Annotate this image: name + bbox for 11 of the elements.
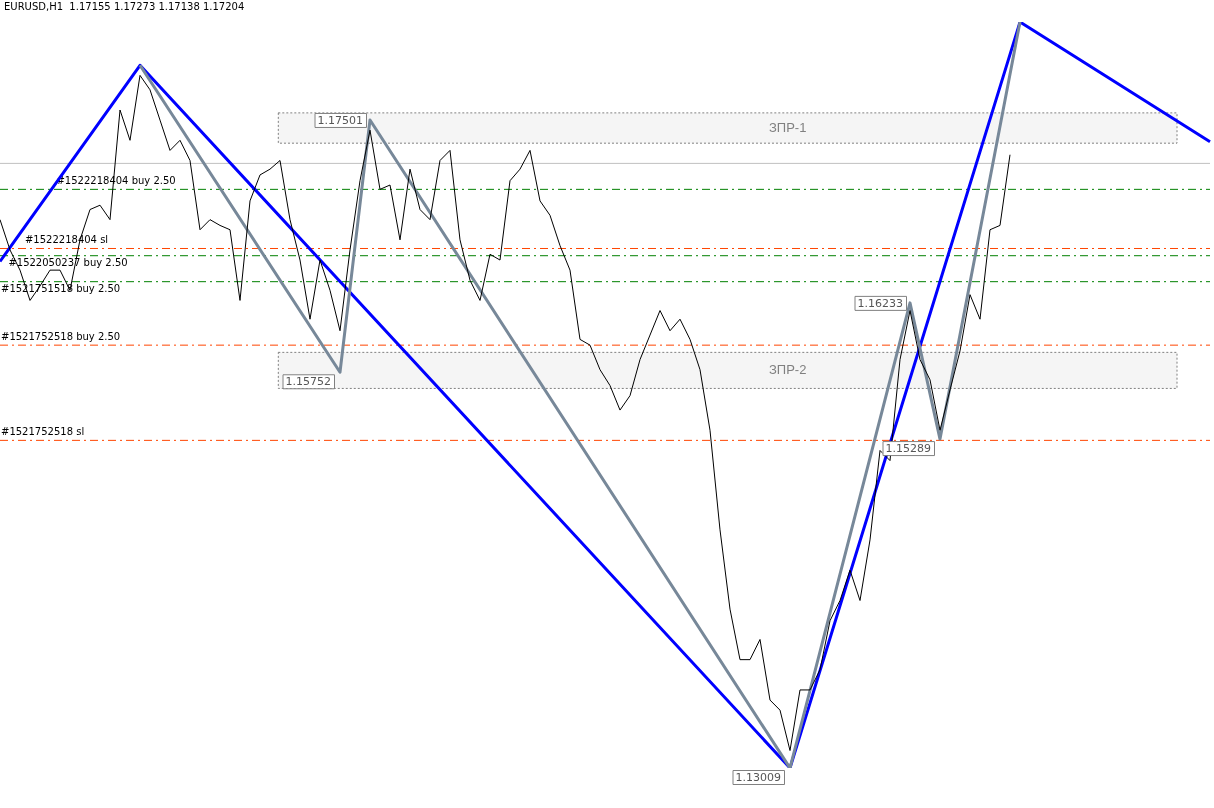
data-label: 1.16233 bbox=[857, 296, 904, 310]
band-label: ЗПР-2 bbox=[768, 361, 807, 377]
data-label: 1.17501 bbox=[317, 113, 364, 127]
data-label: 1.13009 bbox=[735, 770, 782, 784]
ref-line-label: #1522218404 sl bbox=[24, 234, 109, 246]
band-label: ЗПР-1 bbox=[768, 119, 807, 135]
data-label: 1.15289 bbox=[885, 441, 932, 455]
chart-title: EURUSD,H1 1.17155 1.17273 1.17138 1.17204 bbox=[4, 0, 245, 12]
ref-line-label: #1521752518 sl bbox=[1, 425, 85, 437]
data-label: 1.15752 bbox=[285, 375, 332, 389]
ref-line-label: #1521752518 buy 2.50 bbox=[1, 330, 121, 342]
